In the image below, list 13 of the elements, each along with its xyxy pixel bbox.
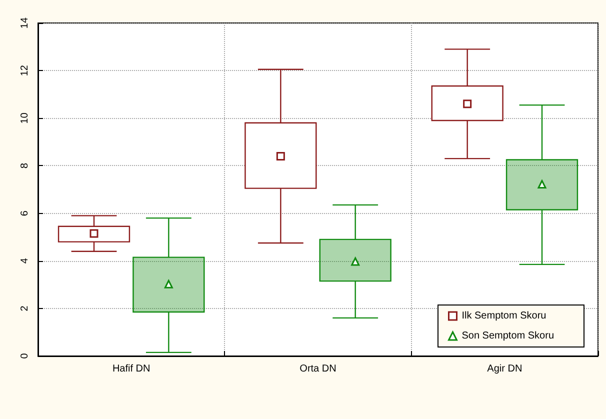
y-tick-label: 14 [20, 17, 30, 29]
y-tick-label: 0 [20, 352, 30, 359]
y-tick-label: 6 [20, 210, 30, 216]
y-tick-label: 8 [20, 162, 30, 168]
legend-label: Ilk Semptom Skoru [462, 310, 546, 322]
y-tick-label: 2 [20, 305, 30, 312]
x-tick-label: Orta DN [300, 364, 336, 374]
x-tick-label: Hafif DN [112, 364, 150, 374]
legend-label: Son Semptom Skoru [462, 330, 554, 342]
x-tick-label: Agir DN [487, 364, 522, 374]
y-tick-label: 10 [20, 112, 30, 124]
y-tick-label: 4 [20, 258, 30, 264]
y-tick-label: 12 [20, 64, 30, 76]
